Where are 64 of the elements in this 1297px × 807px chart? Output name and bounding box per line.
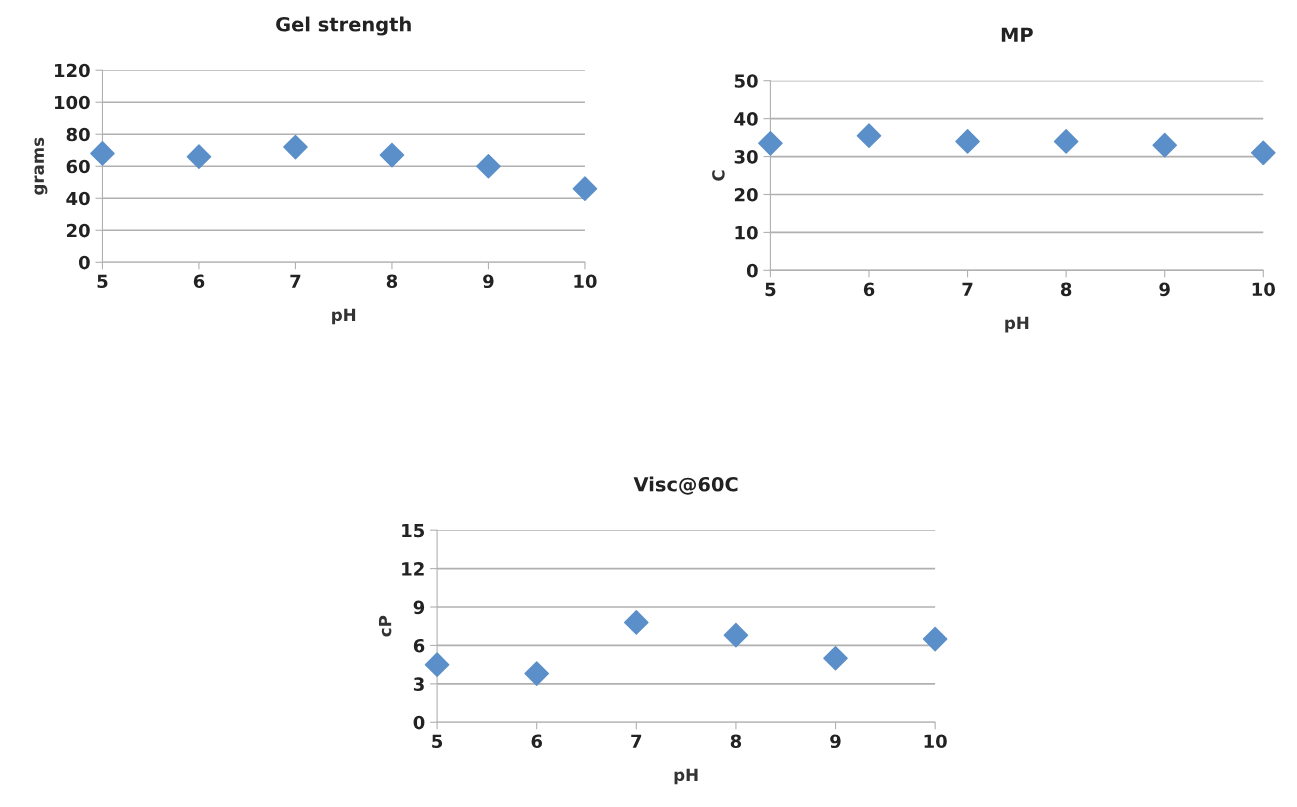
y-axis-title: C (712, 170, 725, 181)
point (1152, 132, 1178, 158)
y-tick-label: 30 (734, 150, 758, 164)
point (476, 153, 501, 179)
y-tick-label: 100 (55, 95, 90, 110)
point (572, 176, 598, 201)
y-tick-label: 80 (66, 127, 90, 142)
y-tick-label: 9 (413, 600, 425, 615)
point (90, 141, 115, 166)
y-tick-label: 3 (413, 677, 424, 691)
x-tick-label: 10 (574, 274, 597, 289)
y-tick-label: 20 (66, 223, 90, 238)
point (758, 130, 783, 156)
y-tick-label: 40 (66, 191, 90, 206)
chart-title: Gel strength (276, 16, 411, 36)
chart-title: Visc@60C (633, 476, 738, 495)
point (1053, 129, 1079, 154)
x-tick-label: 9 (830, 734, 841, 749)
point (379, 142, 405, 168)
point (723, 622, 749, 648)
y-axis-title: grams (34, 137, 48, 195)
point (424, 652, 450, 677)
x-tick-label: 8 (1060, 282, 1072, 297)
x-axis-title: pH (1005, 316, 1029, 333)
x-axis-title: pH (674, 768, 698, 785)
x-tick-label: 10 (1252, 282, 1275, 297)
x-axis-title: pH (332, 308, 356, 325)
x-tick-label: 6 (193, 274, 205, 289)
y-tick-label: 10 (735, 225, 758, 240)
y-tick-label: 40 (734, 112, 758, 126)
x-tick-label: 5 (97, 274, 108, 289)
chart-title: MP (1001, 27, 1033, 42)
x-tick-label: 8 (386, 274, 398, 289)
point (856, 123, 882, 149)
y-tick-label: 120 (55, 63, 90, 78)
x-tick-label: 6 (531, 734, 543, 749)
point (922, 626, 948, 652)
x-tick-label: 9 (483, 274, 494, 289)
point (186, 144, 212, 169)
y-tick-label: 6 (413, 638, 425, 653)
x-tick-label: 10 (924, 734, 947, 749)
y-tick-label: 60 (66, 159, 90, 174)
y-tick-label: 20 (734, 187, 758, 202)
x-tick-label: 8 (730, 734, 742, 749)
point (823, 645, 848, 671)
y-axis-title: cP (378, 615, 392, 637)
x-tick-label: 7 (962, 282, 973, 296)
point (283, 134, 308, 160)
x-tick-label: 9 (1159, 282, 1170, 297)
x-tick-label: 5 (765, 282, 776, 297)
x-tick-label: 7 (290, 274, 301, 288)
y-tick-label: 15 (402, 523, 425, 538)
y-tick-label: 0 (746, 263, 758, 278)
y-tick-label: 0 (78, 255, 90, 270)
y-tick-label: 50 (734, 74, 758, 88)
x-tick-label: 5 (432, 734, 443, 749)
point (524, 661, 550, 686)
x-tick-label: 6 (863, 282, 875, 297)
x-tick-label: 7 (631, 734, 642, 748)
y-tick-label: 12 (402, 562, 424, 576)
point (1250, 140, 1276, 166)
point (955, 129, 980, 154)
point (623, 610, 649, 635)
y-tick-label: 0 (413, 715, 425, 730)
